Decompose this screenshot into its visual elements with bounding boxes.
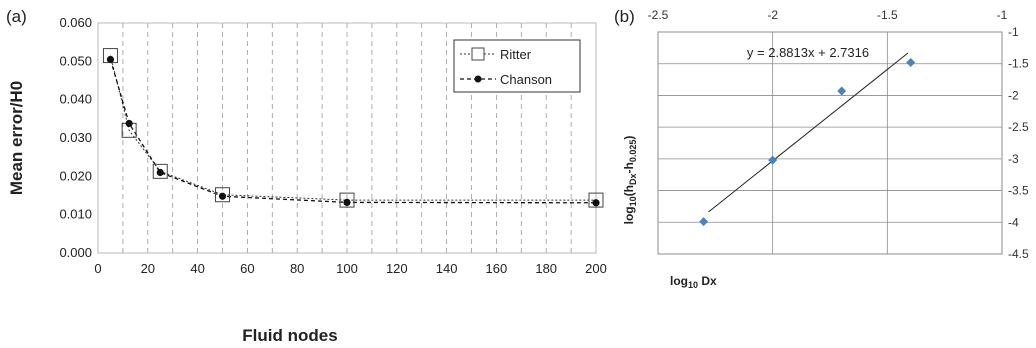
chanson-point [592,199,600,207]
ritter-point [588,192,604,208]
panel-a-plot-area [97,22,597,254]
chanson-point [343,198,351,206]
panel-b-x-tick-label: -1 [997,8,1008,22]
panel-a-label: (a) [6,7,27,26]
chanson-point [218,192,227,200]
ritter-point [215,187,230,203]
panel-b-y-tick-label: -1 [1008,25,1019,39]
panel-a-x-tick-label: 120 [386,261,408,276]
panel-a-x-tick-label: 60 [240,261,254,276]
panel-a-y-tick-label: 0.020 [59,168,92,183]
panel-a-y-tick-label: 0.040 [59,92,92,107]
panel-a-y-tick-label: 0.050 [59,53,92,68]
legend-ritter-marker [471,47,485,61]
panel-a-x-tick-label: 200 [585,261,607,276]
panel-a-y-tick-label: 0.010 [59,207,92,222]
panel-b-points [699,57,916,227]
panel-b-gridlines [657,31,1003,255]
panel-a-x-tick-label: 20 [141,261,155,276]
panel-a-y-tick-label: 0.030 [59,130,92,145]
panel-a-y-ticks: 0.000 0.010 0.020 0.030 0.040 0.050 0.060 [59,15,92,260]
panel-a-series [102,48,604,208]
chanson-point [106,55,115,64]
ritter-series-line [109,55,596,201]
panel-a-x-tick-label: 0 [94,261,101,276]
panel-b-data-point [699,217,709,227]
panel-a-x-ticks: 0 20 40 60 80 100 120 140 160 180 200 [94,261,606,276]
panel-b-y-tick-label: -2.5 [1008,120,1029,134]
panel-b-x-tick-label: -2 [767,8,778,22]
panel-b-x-tick-label: -1.5 [877,8,898,22]
chanson-series-line [109,59,597,204]
chanson-point [156,168,164,177]
legend-chanson-label: Chanson [500,72,552,87]
legend-ritter-label: Ritter [500,47,532,62]
panel-a-y-tick-label: 0.000 [59,245,92,260]
legend-chanson-marker [474,75,482,83]
panel-b-y-tick-label: -1.5 [1008,57,1029,71]
panel-b-data-point [768,155,778,165]
panel-b-y-axis-title: log10(hDx-h0.025) [622,136,638,225]
panel-a-x-axis-title: Fluid nodes [242,326,337,345]
panel-b-y-ticks: -1 -1.5 -2 -2.5 -3 -3.5 -4 -4.5 [1008,25,1029,261]
panel-b-y-tick-label: -3.5 [1008,184,1029,198]
panel-b-trendline [708,52,909,213]
panel-b-equation: y = 2.8813x + 2.7316 [747,45,869,60]
panel-a-y-axis-title: Mean error/H0 [7,81,26,195]
panel-a-x-tick-label: 100 [336,261,358,276]
chanson-point [125,119,133,128]
panel-b-plot-area [657,31,1003,255]
panel-a-y-tick-label: 0.060 [59,15,92,30]
panel-b-label: (b) [614,7,635,26]
panel-b-x-axis-title: log10 Dx [670,274,717,290]
panel-a-x-tick-label: 160 [486,261,508,276]
ritter-point [152,163,168,179]
panel-a-x-tick-label: 180 [535,261,557,276]
panel-a-x-tick-label: 40 [190,261,204,276]
panel-b-y-tick-label: -4 [1008,215,1019,229]
panel-a-legend: Ritter Chanson [453,39,581,93]
panel-a-x-tick-label: 140 [436,261,458,276]
panel-b-y-tick-label: -3 [1008,152,1019,166]
panel-b-data-point [837,86,847,96]
panel-b-x-tick-label: -2.5 [648,8,669,22]
panel-b-x-ticks: -2.5 -2 -1.5 -1 [648,8,1008,22]
panel-b-y-tick-label: -2 [1008,88,1019,102]
panel-b-data-point [906,57,916,67]
panel-a-x-tick-label: 80 [290,261,304,276]
panel-b-y-tick-label: -4.5 [1008,247,1029,261]
ritter-point [339,192,355,208]
